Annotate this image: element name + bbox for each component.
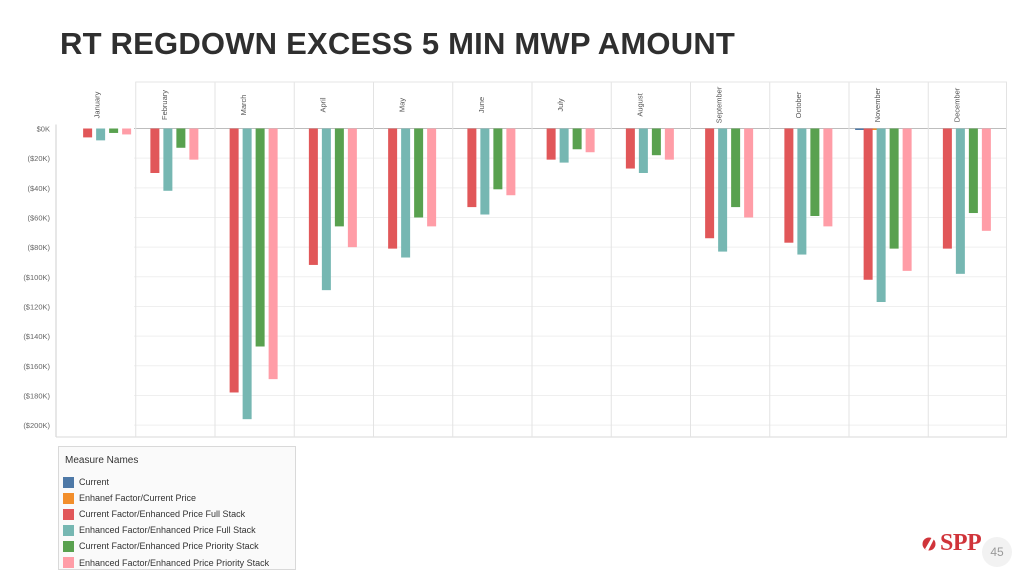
legend-item: Enhanced Factor/Enhanced Price Full Stac… (63, 522, 269, 538)
bar (889, 128, 899, 249)
month-label: August (635, 92, 644, 116)
bar (718, 128, 728, 252)
legend-swatch (63, 540, 74, 552)
legend-item: Current (63, 474, 269, 490)
bar (242, 128, 252, 420)
bar (401, 128, 411, 258)
bar (955, 128, 965, 274)
legend-swatch (63, 508, 74, 520)
bar (559, 128, 569, 163)
month-label: May (398, 98, 407, 112)
spp-logo-text: SPP (940, 530, 982, 556)
bar (480, 128, 490, 215)
slide-title: RT REGDOWN EXCESS 5 MIN MWP AMOUNT (60, 26, 736, 61)
legend-item: Current Factor/Enhanced Price Priority S… (63, 538, 269, 554)
bar (863, 128, 873, 280)
month-label: December (952, 87, 961, 122)
bar (797, 128, 807, 255)
bar (427, 128, 437, 227)
bar (784, 128, 794, 243)
bar (625, 128, 635, 169)
page-number: 45 (982, 537, 1012, 567)
bar (414, 128, 424, 218)
month-label: October (794, 91, 803, 118)
bar (705, 128, 715, 239)
legend-swatch (63, 524, 74, 536)
y-tick-label: ($120K) (23, 302, 50, 311)
month-label: November (873, 87, 882, 122)
bar (493, 128, 503, 190)
legend-item: Enhanef Factor/Current Price (63, 490, 269, 506)
bar (83, 128, 93, 138)
bar (638, 128, 648, 173)
bar (467, 128, 477, 208)
bar (876, 128, 886, 303)
y-tick-label: ($160K) (23, 362, 50, 371)
month-label: June (477, 97, 486, 113)
y-tick-label: ($60K) (27, 213, 50, 222)
bar (388, 128, 398, 249)
y-tick-label: ($200K) (23, 421, 50, 430)
bar (546, 128, 556, 160)
y-tick-label: ($140K) (23, 332, 50, 341)
bar (122, 128, 132, 135)
bar (321, 128, 331, 291)
bar (968, 128, 978, 214)
bar (981, 128, 991, 231)
bar (823, 128, 833, 227)
bar (651, 128, 661, 156)
spp-logo: SPP (922, 530, 982, 557)
bar (942, 128, 952, 249)
bar (334, 128, 344, 227)
legend-title: Measure Names (65, 455, 139, 466)
bar (176, 128, 186, 148)
y-tick-label: ($180K) (23, 391, 50, 400)
legend-label: Enhanced Factor/Enhanced Price Priority … (79, 557, 270, 568)
legend: Measure Names Current Enhanef Factor/Curr… (58, 446, 296, 570)
bar (731, 128, 741, 208)
bar (109, 128, 119, 133)
legend-item: Current Factor/Enhanced Price Full Stack (63, 506, 269, 522)
bar (810, 128, 820, 216)
legend-label: Enhanef Factor/Current Price (79, 493, 197, 504)
bar (744, 128, 754, 218)
y-tick-label: ($100K) (23, 273, 50, 282)
month-label: March (239, 95, 248, 116)
bar (902, 128, 912, 271)
bar (664, 128, 674, 160)
bar (572, 128, 582, 150)
legend-label: Current Factor/Enhanced Price Priority S… (79, 541, 259, 552)
legend-swatch (63, 492, 74, 504)
bar (163, 128, 173, 191)
spp-logo-icon (922, 536, 936, 551)
legend-swatch (63, 476, 74, 488)
legend-label: Current (79, 477, 110, 488)
legend-list: Current Enhanef Factor/Current Price Curre… (63, 474, 269, 571)
bar (855, 128, 865, 130)
bar (255, 128, 265, 347)
month-label: January (93, 91, 102, 118)
bar (189, 128, 199, 160)
bar (308, 128, 318, 265)
legend-label: Enhanced Factor/Enhanced Price Full Stac… (79, 525, 256, 536)
legend-item: Enhanced Factor/Enhanced Price Priority … (63, 554, 269, 570)
month-label: September (715, 86, 724, 123)
bar (268, 128, 278, 380)
bar (585, 128, 595, 153)
bar (347, 128, 357, 248)
month-label: February (160, 90, 169, 120)
month-label: April (318, 97, 327, 112)
legend-label: Current Factor/Enhanced Price Full Stack (79, 509, 246, 520)
y-tick-label: ($40K) (27, 184, 50, 193)
month-label: July (556, 98, 565, 112)
bar (229, 128, 239, 393)
bar (96, 128, 106, 141)
y-tick-label: $0K (37, 125, 50, 134)
legend-swatch (63, 557, 74, 569)
y-tick-label: ($80K) (27, 243, 50, 252)
y-tick-label: ($20K) (27, 154, 50, 163)
bar (506, 128, 516, 196)
bar (150, 128, 160, 173)
